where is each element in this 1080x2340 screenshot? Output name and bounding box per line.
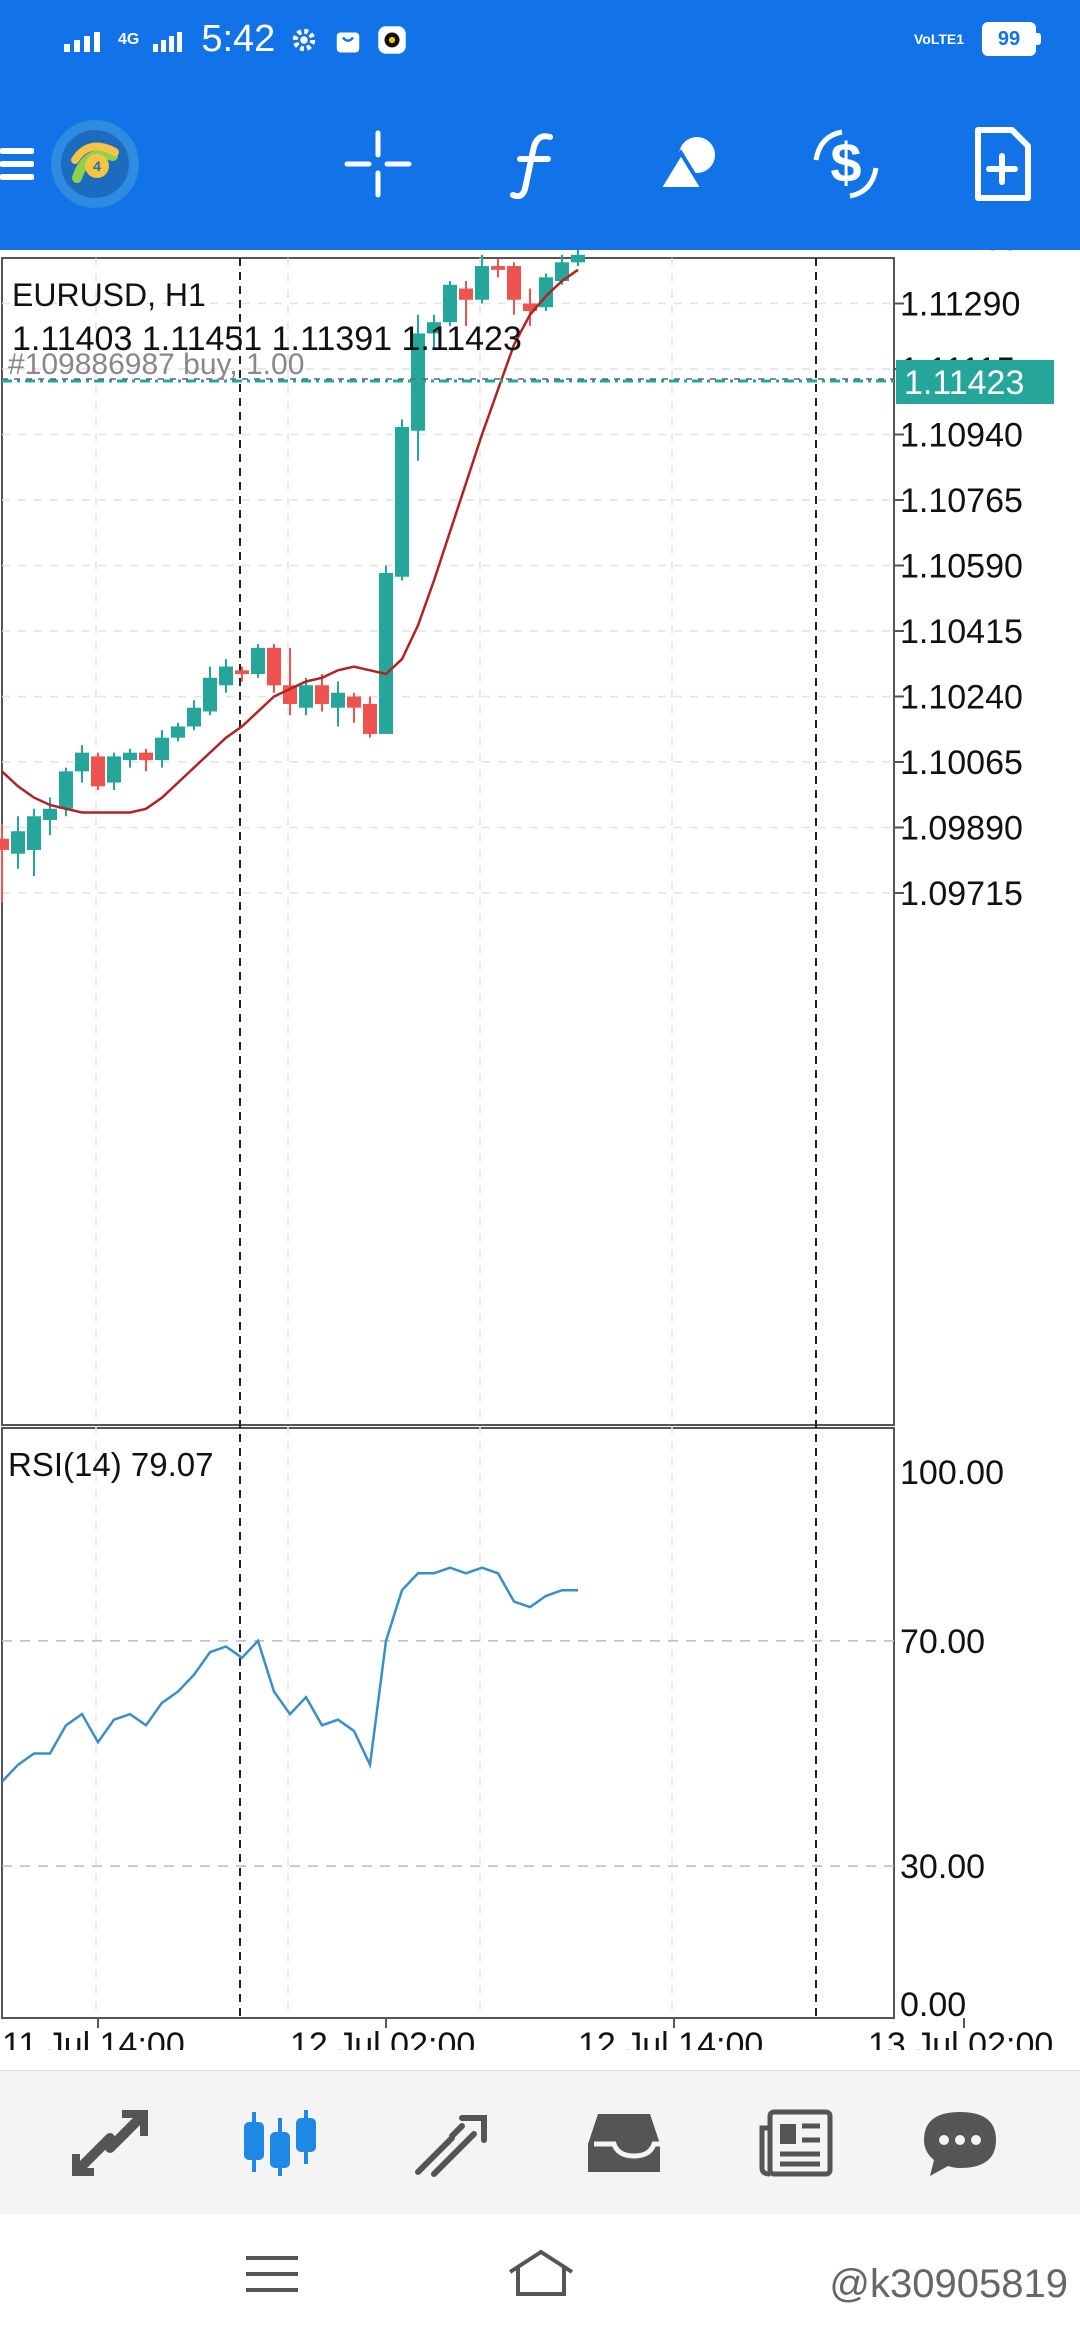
bear-candle xyxy=(0,838,9,850)
recent-apps-icon[interactable] xyxy=(246,2254,298,2299)
chart-icon[interactable] xyxy=(220,2093,340,2193)
bull-candle xyxy=(43,808,57,821)
bull-candle xyxy=(427,322,441,334)
metatrader-logo-icon[interactable]: 4 xyxy=(45,114,145,214)
settings-icon xyxy=(293,28,316,51)
svg-text:$: $ xyxy=(830,131,861,194)
moving-average-line xyxy=(1,268,579,814)
bull-candle xyxy=(219,666,233,686)
price-axis-label: 1.10590 xyxy=(900,548,1023,586)
svg-text:4: 4 xyxy=(93,158,101,174)
watermark: @k30905819 xyxy=(829,2262,1068,2306)
bear-candle xyxy=(315,685,329,704)
history-icon[interactable] xyxy=(564,2093,684,2193)
battery-icon: 99 xyxy=(982,22,1041,56)
bear-candle xyxy=(459,288,473,300)
bull-candle xyxy=(331,692,345,708)
volte-indicator: VoLTE1 xyxy=(914,31,965,47)
price-axis-label: 1.10940 xyxy=(900,417,1023,455)
signal-2-icon xyxy=(153,31,183,52)
price-axis-label: 1.10240 xyxy=(900,679,1023,717)
battery-level: 99 xyxy=(997,27,1021,50)
bull-candle xyxy=(123,752,137,761)
bear-candle xyxy=(139,752,153,761)
rsi-axis-label: 30.00 xyxy=(900,1848,985,1886)
rsi-axis-label: 70.00 xyxy=(900,1623,985,1661)
order-line-label: #109886987 buy, 1.00 xyxy=(8,348,304,381)
rsi-axis-label: 0.00 xyxy=(900,1986,966,2024)
main-pane-frame xyxy=(1,257,895,1426)
bull-candle xyxy=(443,284,457,323)
bear-candle xyxy=(235,670,249,675)
bull-candle xyxy=(11,831,25,854)
status-left: 4G 5:42 xyxy=(64,18,407,61)
bull-candle xyxy=(171,726,185,738)
signal-icon xyxy=(64,31,100,52)
price-axis-label: 1.11290 xyxy=(900,286,1020,324)
quotes-icon[interactable] xyxy=(50,2093,170,2193)
bull-candle xyxy=(299,685,313,708)
rsi-line xyxy=(1,1566,578,1783)
bear-candle xyxy=(91,756,105,787)
ohlc-label: 1.11403 1.11451 1.11391 1.11423 xyxy=(12,320,522,358)
chart-area[interactable]: #109886987 buy, 1.00 EURUSD, H1 1.11403 … xyxy=(0,220,1080,2064)
system-navigation-bar xyxy=(0,2214,1080,2340)
bull-candle xyxy=(187,707,201,727)
time-axis-label: 12 Jul 02:00 xyxy=(290,2026,475,2050)
new-order-icon[interactable] xyxy=(952,114,1052,214)
top-toolbar: 4 $ xyxy=(0,84,1080,250)
bear-candle xyxy=(507,266,521,300)
home-icon[interactable] xyxy=(506,2248,576,2303)
bull-candle xyxy=(203,677,217,712)
network-type: 4G xyxy=(118,30,140,48)
bull-candle xyxy=(59,771,73,809)
price-axis-label: 1.10415 xyxy=(900,613,1023,651)
time-axis-label: 12 Jul 14:00 xyxy=(578,2026,763,2050)
bear-candle xyxy=(347,696,361,708)
shopping-bag-icon xyxy=(337,32,360,52)
price-axis-label: 1.10065 xyxy=(900,744,1023,782)
bull-candle xyxy=(75,752,89,772)
bear-candle xyxy=(267,647,281,686)
crosshair-icon[interactable] xyxy=(328,114,428,214)
current-price-tag xyxy=(896,360,1054,404)
status-right: VoLTE1 99 xyxy=(914,22,1041,56)
bull-candle xyxy=(555,262,569,282)
clock: 5:42 xyxy=(201,18,276,60)
news-icon[interactable] xyxy=(736,2093,856,2193)
time-axis-label: 13 Jul 02:00 xyxy=(868,2026,1053,2050)
price-axis-label: 1.11465 xyxy=(900,250,1020,258)
price-axis-label: 1.10765 xyxy=(900,482,1023,520)
menu-icon[interactable] xyxy=(0,114,70,214)
bull-candle xyxy=(475,266,489,300)
bull-candle xyxy=(571,254,585,263)
objects-icon[interactable] xyxy=(640,114,740,214)
bull-candle xyxy=(155,737,169,761)
bull-candle xyxy=(379,572,393,734)
symbol-icon[interactable]: $ xyxy=(796,114,896,214)
price-chart[interactable]: #109886987 buy, 1.00 EURUSD, H1 1.11403 … xyxy=(0,220,1080,2064)
bear-candle xyxy=(523,303,537,311)
rsi-axis-label: 100.00 xyxy=(900,1454,1004,1492)
time-axis-label: 11 Jul 14:00 xyxy=(2,2026,185,2050)
bull-candle xyxy=(107,756,121,783)
bull-candle xyxy=(27,816,41,850)
indicators-icon[interactable] xyxy=(484,114,584,214)
price-axis-label: 1.09715 xyxy=(900,875,1023,913)
current-price: 1.11423 xyxy=(904,364,1024,402)
status-bar: 4G 5:42 VoLTE1 99 xyxy=(0,0,1080,84)
trade-icon[interactable] xyxy=(392,2093,512,2193)
rsi-pane-frame xyxy=(1,1427,895,2019)
bull-candle xyxy=(251,647,265,675)
bull-candle xyxy=(395,427,409,577)
bottom-navigation xyxy=(0,2070,1080,2215)
symbol-label: EURUSD, H1 xyxy=(12,277,206,313)
rsi-label: RSI(14) 79.07 xyxy=(8,1446,213,1483)
bear-candle xyxy=(363,703,377,734)
bear-candle xyxy=(491,266,505,270)
price-axis-label: 1.09890 xyxy=(900,810,1023,848)
messages-icon[interactable] xyxy=(900,2093,1020,2193)
app-notification-icon xyxy=(378,25,407,54)
